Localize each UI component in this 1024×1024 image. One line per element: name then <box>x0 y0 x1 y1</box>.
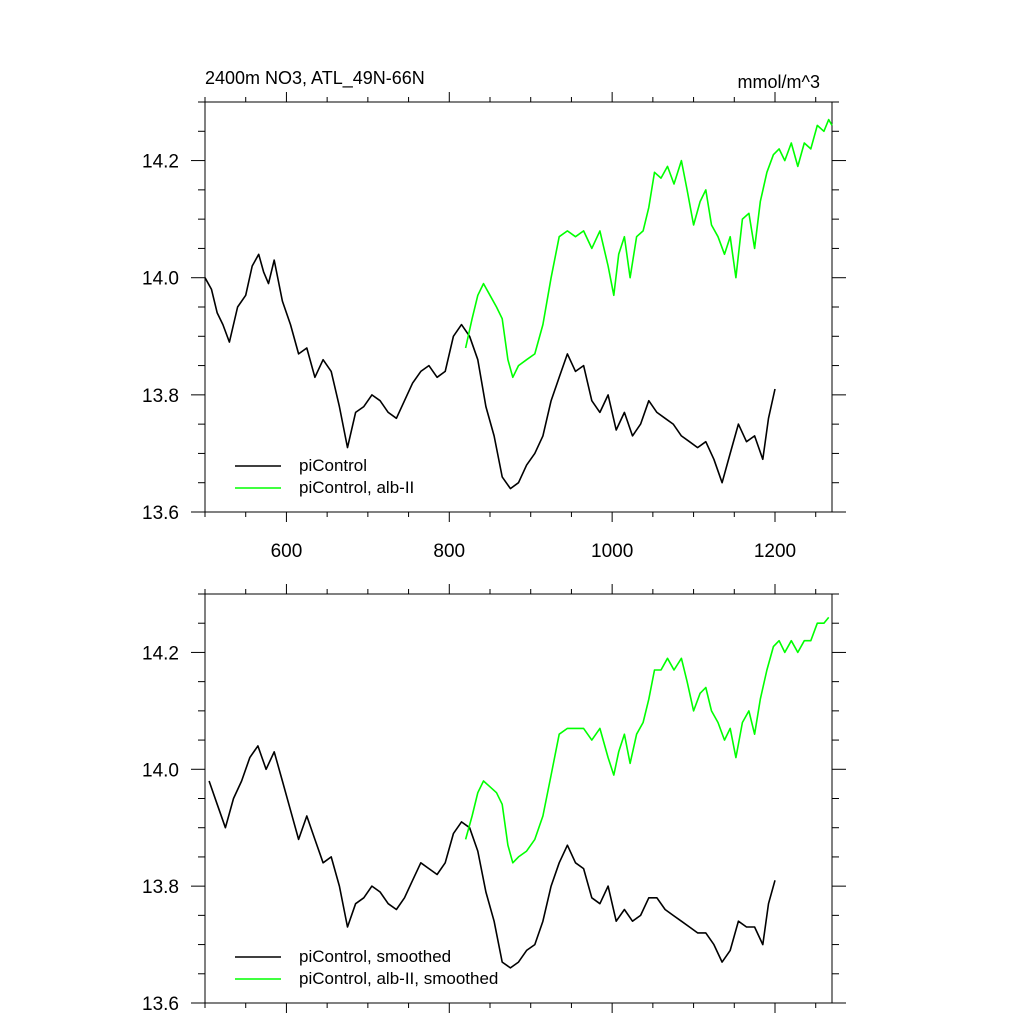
x-tick-label: 600 <box>271 541 303 562</box>
x-tick-label: 1000 <box>591 541 633 562</box>
y-tick-label: 14.2 <box>142 643 179 664</box>
y-tick-label: 14.2 <box>142 152 179 173</box>
y-tick-label: 13.6 <box>142 503 179 524</box>
units-label: mmol/m^3 <box>738 72 820 92</box>
x-tick-label: 800 <box>433 541 465 562</box>
series-line-2 <box>464 118 833 379</box>
legend-label: piControl, alb-II <box>299 478 414 497</box>
y-tick-label: 13.8 <box>142 877 179 898</box>
series-line-1 <box>208 745 776 969</box>
chart-panel-1: 13.6 13.8 14.0 14.2 600 800 1000 1200 2400m NO3,… <box>142 68 846 562</box>
legend-label: piControl, alb-II, smoothed <box>299 969 498 988</box>
y-tick-label: 13.6 <box>142 994 179 1015</box>
y-tick-label: 14.0 <box>142 269 179 290</box>
y-tick-label: 14.0 <box>142 760 179 781</box>
series-line-2 <box>464 616 830 864</box>
chart-panel-2: 13.6 13.8 14.0 14.2 piControl, smoothed piCon… <box>142 584 846 1015</box>
legend-label: piControl, smoothed <box>299 947 451 966</box>
y-tick-label: 13.8 <box>142 386 179 407</box>
chart-title: 2400m NO3, ATL_49N-66N <box>205 68 425 89</box>
x-tick-label: 1200 <box>754 541 796 562</box>
plot-frame <box>204 101 833 513</box>
plot-frame <box>204 593 833 1004</box>
series-line-1 <box>204 253 776 490</box>
legend-label: piControl <box>299 456 367 475</box>
